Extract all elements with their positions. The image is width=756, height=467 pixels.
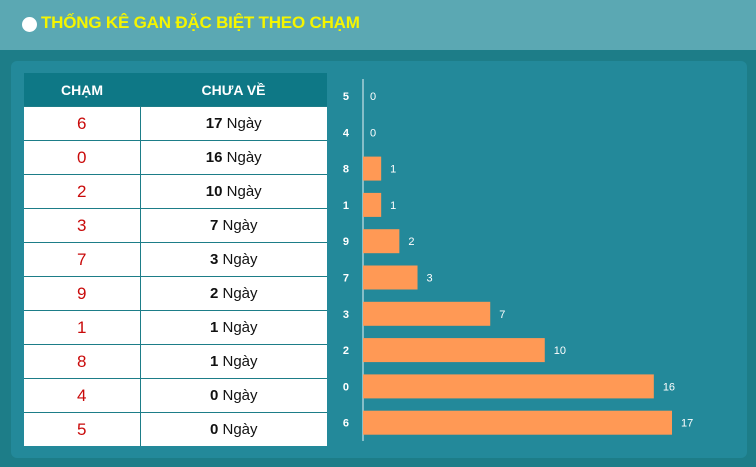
days-count: 0	[209, 421, 219, 438]
table-body: 6 17 Ngày 0 16 Ngày 2 10 Ngày 3 7 Ngày 7 3 Ngày 9 2…	[24, 106, 327, 446]
category-tick-label: 9	[343, 236, 349, 248]
days-cell: 2 Ngày	[140, 276, 327, 311]
days-cell: 1 Ngày	[140, 310, 327, 345]
days-cell: 16 Ngày	[140, 140, 327, 175]
cham-digit-cell: 7	[24, 242, 141, 277]
days-unit: Ngày	[226, 149, 262, 166]
bar-value-label: 7	[499, 309, 505, 321]
days-unit: Ngày	[222, 387, 258, 404]
cham-digit-cell: 5	[24, 412, 141, 446]
days-unit: Ngày	[222, 251, 258, 268]
cham-digit-cell: 3	[24, 208, 141, 243]
bar	[363, 265, 418, 290]
table-row: 2 10 Ngày	[24, 174, 327, 209]
days-unit: Ngày	[222, 421, 258, 438]
category-tick-label: 5	[343, 91, 349, 103]
stats-table: CHẠM CHƯA VỀ 6 17 Ngày 0 16 Ngày 2 10 Ngày 3 7 …	[24, 73, 327, 446]
cham-digit-cell: 2	[24, 174, 141, 209]
days-cell: 10 Ngày	[140, 174, 327, 209]
bar-chart: 5 0 4 0 8 1 1 1 9 2 7 3 3 7 2 10 0 16 6 17	[343, 79, 693, 441]
bar	[363, 192, 382, 217]
bar-value-label: 10	[554, 345, 566, 357]
cham-digit-cell: 8	[24, 344, 141, 379]
category-tick-label: 8	[343, 164, 349, 176]
days-unit: Ngày	[226, 115, 262, 132]
bar-value-label: 2	[408, 236, 414, 248]
days-count: 3	[209, 251, 219, 268]
category-tick-label: 1	[343, 200, 349, 212]
table-row: 6 17 Ngày	[24, 106, 327, 141]
category-tick-label: 3	[343, 309, 349, 321]
cham-digit-cell: 4	[24, 378, 141, 413]
cham-digit-cell: 6	[24, 106, 141, 141]
category-tick-label: 0	[343, 381, 349, 393]
days-count: 0	[209, 387, 219, 404]
days-count: 10	[205, 183, 223, 200]
bar-value-label: 17	[681, 418, 693, 430]
bar-value-label: 1	[390, 164, 396, 176]
days-count: 1	[209, 319, 219, 336]
cham-digit-cell: 1	[24, 310, 141, 345]
bar	[363, 338, 545, 363]
category-tick-label: 4	[343, 127, 350, 139]
bullet-icon	[22, 17, 37, 32]
days-count: 16	[205, 149, 223, 166]
bar	[363, 229, 400, 254]
header-bar: THỐNG KÊ GAN ĐẶC BIỆT THEO CHẠM	[0, 0, 756, 50]
page-title: THỐNG KÊ GAN ĐẶC BIỆT THEO CHẠM	[41, 13, 360, 32]
bar	[363, 156, 382, 181]
column-header-chua-ve: CHƯA VỀ	[140, 73, 327, 107]
bar-value-label: 0	[370, 91, 376, 103]
days-count: 17	[205, 115, 223, 132]
bar	[363, 410, 672, 435]
days-cell: 0 Ngày	[140, 412, 327, 446]
days-cell: 1 Ngày	[140, 344, 327, 379]
days-unit: Ngày	[222, 285, 258, 302]
days-unit: Ngày	[222, 217, 258, 234]
bar-value-label: 16	[663, 381, 675, 393]
category-tick-label: 6	[343, 418, 349, 430]
column-header-cham: CHẠM	[24, 73, 140, 107]
bar-value-label: 1	[390, 200, 396, 212]
days-cell: 17 Ngày	[140, 106, 327, 141]
bar	[363, 374, 654, 399]
table-header-row: CHẠM CHƯA VỀ	[24, 73, 327, 107]
days-cell: 3 Ngày	[140, 242, 327, 277]
cham-digit-cell: 0	[24, 140, 141, 175]
bar	[363, 301, 491, 326]
table-row: 0 16 Ngày	[24, 140, 327, 175]
bar-value-label: 0	[370, 127, 376, 139]
category-tick-label: 7	[343, 273, 349, 285]
days-count: 2	[209, 285, 219, 302]
days-cell: 7 Ngày	[140, 208, 327, 243]
days-unit: Ngày	[226, 183, 262, 200]
cham-digit-cell: 9	[24, 276, 141, 311]
category-tick-label: 2	[343, 345, 349, 357]
days-cell: 0 Ngày	[140, 378, 327, 413]
days-count: 7	[209, 217, 219, 234]
days-unit: Ngày	[222, 319, 258, 336]
bar-value-label: 3	[427, 273, 433, 285]
days-unit: Ngày	[222, 353, 258, 370]
days-count: 1	[209, 353, 219, 370]
